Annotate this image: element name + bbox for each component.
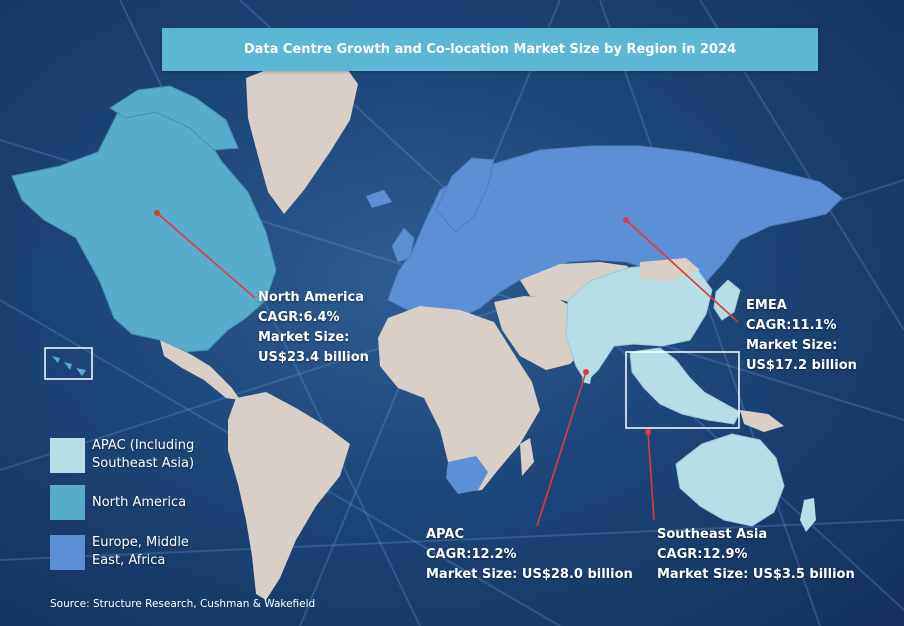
legend-label-north-america-line1: North America — [92, 494, 187, 510]
legend-label-emea-line1: Europe, Middle — [92, 535, 189, 550]
north-america-market-value: US$23.4 billion — [258, 350, 369, 365]
apac-australia — [675, 433, 785, 527]
legend-item-emea: Europe, Middle East, Africa — [50, 534, 189, 570]
apac-region-label: APAC — [426, 527, 464, 542]
emea-market-value: US$17.2 billion — [746, 358, 857, 373]
apac-marker — [583, 369, 589, 375]
southeast-asia-box — [625, 351, 740, 429]
legend-label-north-america: North America — [92, 494, 186, 512]
central-america — [160, 340, 240, 400]
southeast-asia-cagr: CAGR:12.9% — [657, 547, 748, 562]
mongolia — [640, 258, 700, 282]
emea-callout: EMEA CAGR:11.1% Market Size: US$17.2 bil… — [746, 296, 857, 376]
north-america-callout: North America CAGR:6.4% Market Size: US$… — [258, 288, 369, 368]
southeast-asia-leader-line — [647, 431, 655, 521]
callout-leader-lines — [156, 212, 739, 527]
legend-swatch-north-america — [50, 485, 85, 520]
north-america-market-label: Market Size: — [258, 330, 350, 345]
southeast-asia-region-label: Southeast Asia — [657, 527, 768, 542]
north-america-region — [11, 99, 277, 353]
papua-new-guinea — [740, 410, 784, 432]
apac-cagr: CAGR:12.2% — [426, 547, 517, 562]
source-note: Source: Structure Research, Cushman & Wa… — [50, 598, 316, 610]
legend-label-apac: APAC (Including Southeast Asia) — [92, 437, 194, 473]
south-africa — [446, 456, 488, 494]
apac-leader-line — [536, 371, 587, 527]
iceland — [366, 190, 392, 208]
legend-label-emea-line2: East, Africa — [92, 553, 166, 568]
south-america — [228, 392, 350, 600]
southeast-asia-market-size: Market Size: US$3.5 billion — [657, 567, 855, 582]
legend-label-emea: Europe, Middle East, Africa — [92, 534, 189, 570]
apac-japan-korea — [713, 279, 741, 321]
chart-title-bar: Data Centre Growth and Co-location Marke… — [162, 28, 818, 71]
north-america-leader-line — [156, 212, 256, 299]
hawaii-inset — [44, 347, 93, 380]
madagascar — [520, 438, 534, 476]
legend-item-north-america: North America — [50, 485, 186, 520]
north-america-region-label: North America — [258, 290, 364, 305]
emea-cagr: CAGR:11.1% — [746, 318, 837, 333]
legend-label-apac-line1: APAC (Including — [92, 438, 195, 453]
uk-ireland — [391, 227, 415, 263]
legend-label-apac-line2: Southeast Asia) — [92, 456, 195, 471]
arctic-islands — [109, 85, 239, 151]
africa — [378, 306, 540, 492]
emea-region-label: EMEA — [746, 298, 787, 313]
legend-swatch-emea — [50, 534, 85, 570]
southeast-asia-land — [629, 347, 741, 425]
legend-swatch-apac — [50, 437, 85, 473]
callout-markers — [154, 210, 651, 435]
north-america-cagr: CAGR:6.4% — [258, 310, 340, 325]
emea-marker — [623, 217, 629, 223]
chart-title: Data Centre Growth and Co-location Marke… — [243, 42, 737, 57]
emea-leader-line — [625, 219, 739, 323]
apac-new-zealand — [800, 498, 816, 532]
emea-market-label: Market Size: — [746, 338, 838, 353]
north-america-marker — [154, 210, 160, 216]
southeast-asia-callout: Southeast Asia CAGR:12.9% Market Size: U… — [657, 525, 855, 585]
scandinavia — [435, 157, 495, 233]
hawaii-islands — [52, 356, 86, 376]
apac-market-size: Market Size: US$28.0 billion — [426, 567, 633, 582]
southeast-asia-marker — [645, 429, 651, 435]
greenland — [246, 60, 358, 214]
legend-item-apac: APAC (Including Southeast Asia) — [50, 437, 194, 473]
apac-callout: APAC CAGR:12.2% Market Size: US$28.0 bil… — [426, 525, 633, 585]
